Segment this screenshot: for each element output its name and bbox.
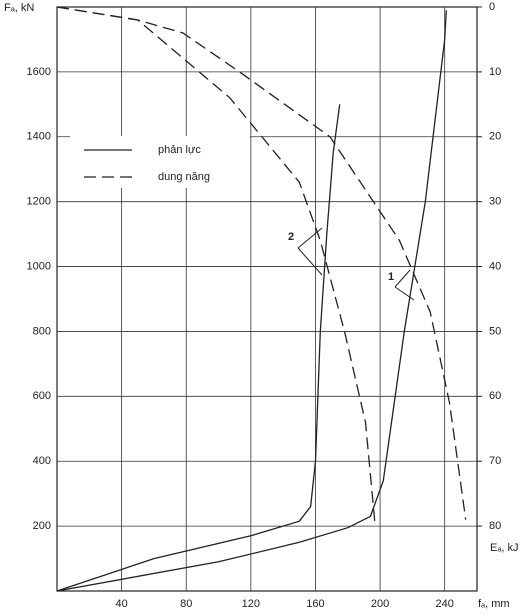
annotation: 1 [388,271,394,283]
legend-label: phản lực [158,144,201,156]
y-tick-label: 800 [33,325,51,337]
plot-frame [56,6,478,592]
pointer [297,227,323,249]
y2-tick-label: 80 [489,520,501,532]
y2-tick-label: 10 [489,66,501,78]
x-tick-label: 40 [115,598,127,610]
y-tick-label: 400 [33,455,51,467]
curve [56,104,341,592]
legend-box [70,136,250,188]
pointer [394,286,415,301]
x-tick-label: 200 [371,598,389,610]
curve [56,10,447,592]
pointer [297,247,323,276]
x-tick-label: 240 [436,598,454,610]
y2-tick-label: 40 [489,260,501,272]
y2-tick-label: 70 [489,455,501,467]
pointer [394,269,411,288]
x-axis-label: fₐ, mm [478,598,510,610]
y2-tick-label: 0 [489,1,495,13]
x-tick-label: 80 [180,598,192,610]
y-axis-label: Fₐ, kN [4,2,34,14]
curve [56,6,376,527]
x-tick-label: 120 [242,598,260,610]
legend-label: dung năng [158,171,210,183]
y-tick-label: 200 [33,520,51,532]
curve [56,6,467,520]
x-tick-label: 160 [306,598,324,610]
y-tick-label: 1000 [27,260,51,272]
y2-tick-label: 30 [489,196,501,208]
y-tick-label: 1200 [27,196,51,208]
y2-axis-label: Eₐ, kJ [490,542,519,554]
y-tick-label: 600 [33,390,51,402]
y-tick-label: 1600 [27,66,51,78]
y-tick-label: 1400 [27,131,51,143]
y2-tick-label: 20 [489,131,501,143]
y2-tick-label: 60 [489,390,501,402]
annotation: 2 [288,231,294,243]
y2-tick-label: 50 [489,325,501,337]
